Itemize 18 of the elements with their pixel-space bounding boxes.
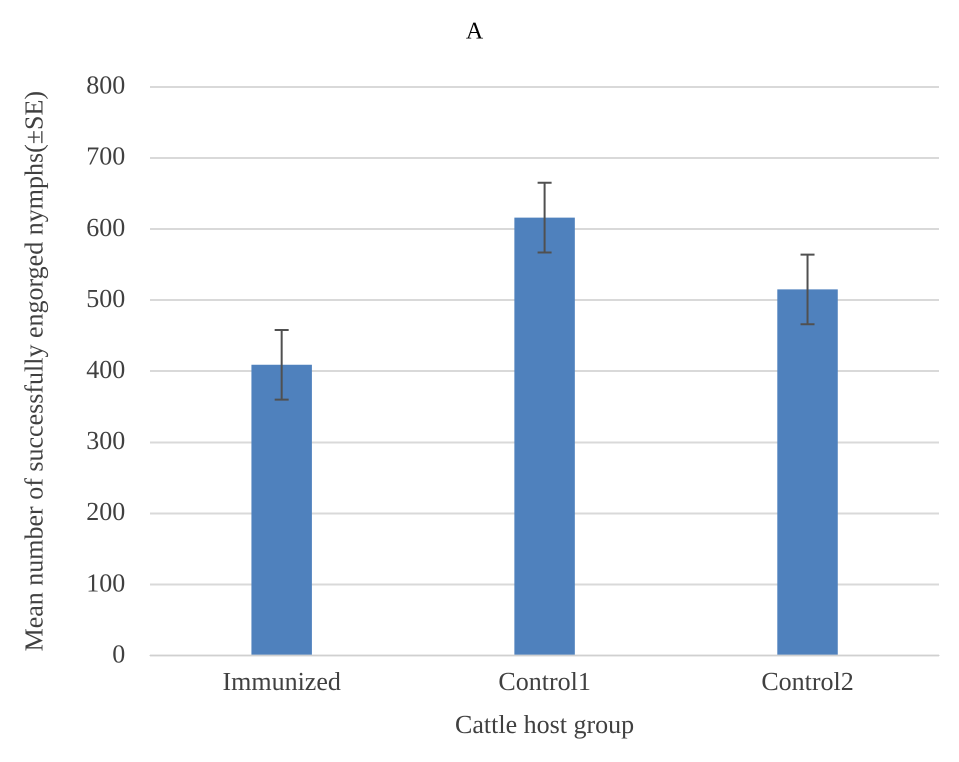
y-tick-label: 600 (86, 212, 126, 242)
y-tick-label: 500 (86, 284, 126, 313)
y-tick-label: 800 (86, 70, 126, 100)
bar (514, 218, 575, 655)
y-tick-label: 300 (86, 426, 126, 456)
x-tick-label: Control2 (761, 667, 854, 696)
y-tick-label: 700 (86, 142, 126, 171)
y-tick-label: 400 (86, 355, 126, 384)
y-tick-label: 200 (86, 497, 126, 526)
y-axis-title: Mean number of successfully engorged nymphs(±SE) (19, 90, 48, 652)
x-tick-label: Control1 (498, 667, 591, 696)
chart-title: A (466, 18, 484, 45)
x-axis-title: Cattle host group (455, 710, 634, 740)
bar (777, 289, 838, 655)
bar (251, 364, 312, 655)
y-tick-label: 100 (86, 568, 126, 598)
y-tick-label: 0 (112, 639, 126, 668)
x-tick-label: Immunized (222, 667, 341, 696)
